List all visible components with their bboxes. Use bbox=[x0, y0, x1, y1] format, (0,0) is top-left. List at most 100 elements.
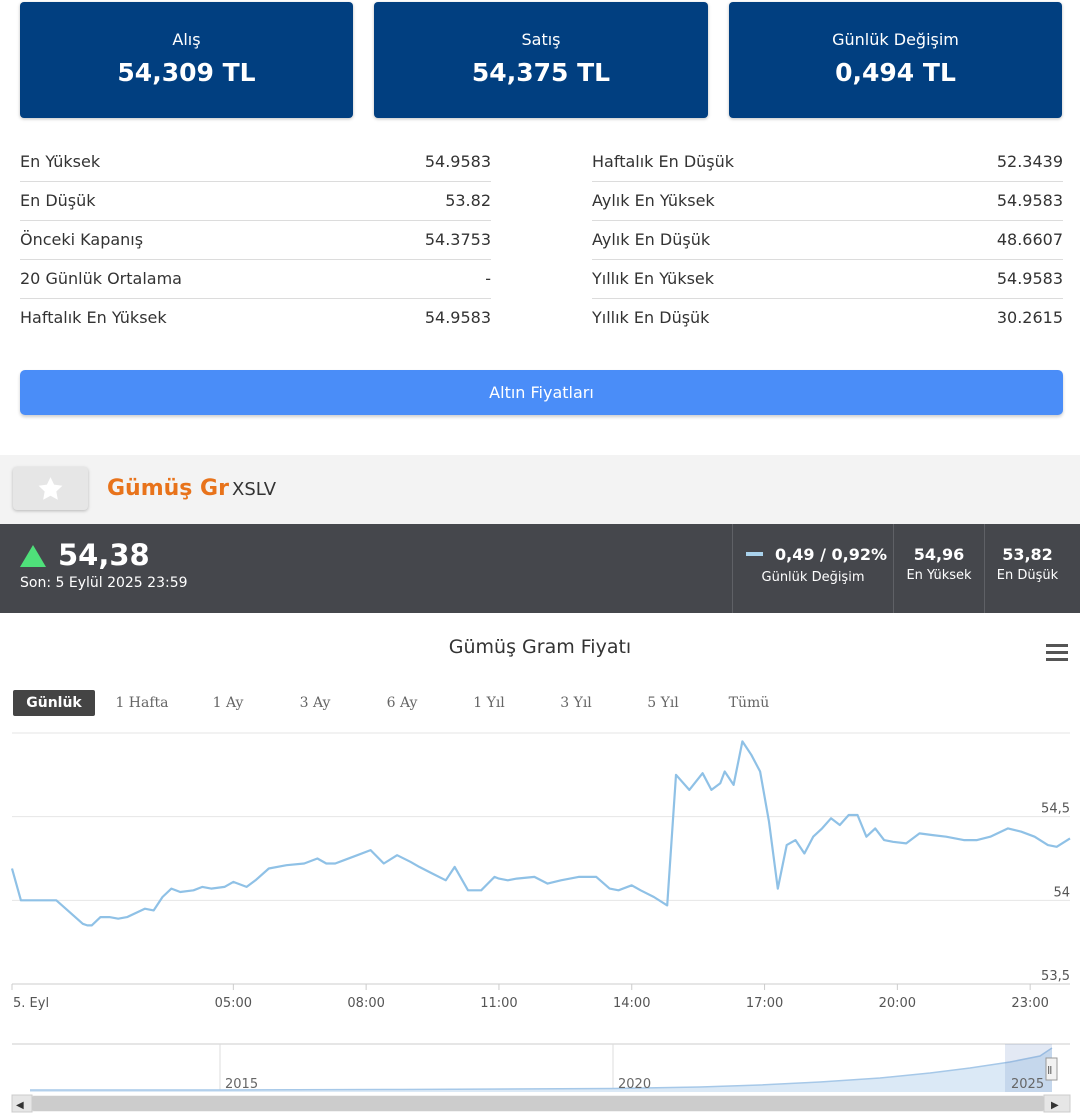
stat-label: Yıllık En Yüksek bbox=[592, 269, 715, 288]
y-tick-label: 54 bbox=[1053, 885, 1070, 900]
stat-value: 54.9583 bbox=[424, 308, 491, 327]
stat-row: Haftalık En Düşük 52.3439 bbox=[592, 143, 1063, 182]
day-low-box: 53,82 En Düşük bbox=[985, 545, 1070, 583]
sell-value: 54,375 TL bbox=[471, 58, 611, 87]
stat-row: Haftalık En Yüksek 54.9583 bbox=[20, 299, 491, 337]
range-button-1w[interactable]: 1 Hafta bbox=[115, 695, 169, 711]
stat-label: Aylık En Düşük bbox=[592, 230, 711, 249]
navigator-handle[interactable] bbox=[1045, 1057, 1058, 1081]
range-button-1y[interactable]: 1 Yıl bbox=[473, 695, 505, 711]
daily-change: 0,49 / 0,92% bbox=[775, 545, 887, 564]
arrow-up-icon bbox=[20, 545, 46, 567]
quote-separator bbox=[984, 524, 985, 613]
daily-change-caption: Günlük Değişim bbox=[761, 570, 865, 585]
scrollbar-thumb[interactable] bbox=[32, 1096, 1044, 1111]
scroll-left-button[interactable] bbox=[11, 1094, 33, 1113]
x-tick-label: 14:00 bbox=[613, 996, 650, 1011]
sell-label: Satış bbox=[521, 30, 561, 49]
x-tick-label: 5. Eyl bbox=[13, 996, 49, 1011]
quote-separator bbox=[732, 524, 733, 613]
stat-label: 20 Günlük Ortalama bbox=[20, 269, 182, 288]
stat-value: 30.2615 bbox=[996, 308, 1063, 327]
quote-separator bbox=[893, 524, 894, 613]
chevron-right-icon: ▶ bbox=[1051, 1100, 1059, 1111]
navigator-label: 2020 bbox=[618, 1077, 651, 1092]
buy-value: 54,309 TL bbox=[117, 58, 256, 87]
range-button-3m[interactable]: 3 Ay bbox=[299, 695, 331, 711]
stat-value: 54.3753 bbox=[424, 230, 491, 249]
day-high-caption: En Yüksek bbox=[906, 568, 972, 583]
chevron-left-icon: ◀ bbox=[16, 1100, 24, 1111]
stat-value: - bbox=[485, 269, 491, 288]
x-tick-label: 23:00 bbox=[1011, 996, 1048, 1011]
stat-label: Haftalık En Yüksek bbox=[20, 308, 167, 327]
stat-label: Önceki Kapanış bbox=[20, 230, 144, 249]
x-tick-label: 20:00 bbox=[879, 996, 916, 1011]
range-button-daily[interactable]: Günlük bbox=[13, 690, 95, 716]
range-button-all[interactable]: Tümü bbox=[728, 695, 770, 711]
y-tick-label: 53,5 bbox=[1041, 969, 1070, 984]
navigator-line bbox=[30, 1047, 1053, 1091]
x-tick-label: 08:00 bbox=[347, 996, 384, 1011]
chart-title: Gümüş Gram Fiyatı bbox=[448, 636, 632, 658]
asset-code: XSLV bbox=[232, 479, 277, 500]
daily-change-label: Günlük Değişim bbox=[832, 30, 959, 49]
last-update: Son: 5 Eylül 2025 23:59 bbox=[20, 575, 188, 591]
x-tick-label: 11:00 bbox=[480, 996, 517, 1011]
stat-row: Önceki Kapanış 54.3753 bbox=[20, 221, 491, 260]
daily-change-caption-box: Günlük Değişim bbox=[733, 570, 893, 585]
stat-value: 54.9583 bbox=[996, 269, 1063, 288]
stat-row: 20 Günlük Ortalama - bbox=[20, 260, 491, 299]
stat-row: Yıllık En Yüksek 54.9583 bbox=[592, 260, 1063, 299]
stat-label: Yıllık En Düşük bbox=[592, 308, 710, 327]
stat-label: En Yüksek bbox=[20, 152, 101, 171]
navigator-label: 2025 bbox=[1011, 1077, 1044, 1092]
stat-row: Yıllık En Düşük 30.2615 bbox=[592, 299, 1063, 337]
daily-change-value: 0,494 TL bbox=[835, 58, 956, 87]
stat-value: 54.9583 bbox=[424, 152, 491, 171]
chart-navigator[interactable]: 2015 2020 2025 Ⅱ ◀ ▶ bbox=[0, 1040, 1080, 1114]
stat-value: 54.9583 bbox=[996, 191, 1063, 210]
neutral-dash-icon bbox=[746, 552, 763, 556]
navigator-label: 2015 bbox=[225, 1077, 258, 1092]
stat-row: En Yüksek 54.9583 bbox=[20, 143, 491, 182]
stat-value: 52.3439 bbox=[996, 152, 1063, 171]
gold-prices-button[interactable]: Altın Fiyatları bbox=[20, 370, 1063, 415]
scroll-right-button[interactable] bbox=[1043, 1094, 1071, 1113]
stat-row: Aylık En Düşük 48.6607 bbox=[592, 221, 1063, 260]
navigator-handle-grip-icon: Ⅱ bbox=[1047, 1064, 1052, 1077]
quote-bar bbox=[0, 524, 1080, 613]
range-button-6m[interactable]: 6 Ay bbox=[386, 695, 418, 711]
stat-label: Aylık En Yüksek bbox=[592, 191, 715, 210]
sell-price-card: Satış 54,375 TL bbox=[374, 2, 708, 118]
stat-value: 48.6607 bbox=[996, 230, 1063, 249]
stat-label: Haftalık En Düşük bbox=[592, 152, 735, 171]
price-line-chart[interactable]: 53,5 54 54,5 5. Eyl 05:00 08:00 11:00 14:00 17:0… bbox=[0, 720, 1080, 1020]
day-low: 53,82 bbox=[1002, 545, 1053, 564]
x-tick-label: 17:00 bbox=[746, 996, 783, 1011]
price-series-line bbox=[10, 740, 1071, 927]
navigator-area bbox=[30, 1048, 1052, 1092]
daily-change-card: Günlük Değişim 0,494 TL bbox=[729, 2, 1062, 118]
y-tick-label: 54,5 bbox=[1041, 802, 1070, 817]
favorite-button[interactable] bbox=[13, 467, 88, 510]
buy-price-card: Alış 54,309 TL bbox=[20, 2, 353, 118]
day-high: 54,96 bbox=[913, 545, 965, 564]
stat-row: Aylık En Yüksek 54.9583 bbox=[592, 182, 1063, 221]
star-icon bbox=[38, 477, 63, 500]
current-price: 54,38 bbox=[58, 538, 150, 572]
navigator-selection[interactable] bbox=[1005, 1044, 1052, 1092]
stats-left-column: En Yüksek 54.9583 En Düşük 53.82 Önceki … bbox=[20, 143, 491, 337]
range-button-1m[interactable]: 1 Ay bbox=[212, 695, 244, 711]
day-low-caption: En Düşük bbox=[996, 568, 1059, 583]
range-button-5y[interactable]: 5 Yıl bbox=[647, 695, 679, 711]
buy-label: Alış bbox=[172, 30, 201, 49]
hamburger-menu-icon[interactable] bbox=[1046, 644, 1068, 662]
section-divider bbox=[0, 455, 1080, 524]
stat-value: 53.82 bbox=[445, 191, 491, 210]
price-summary-panel: Alış 54,309 TL Satış 54,375 TL Günlük De… bbox=[0, 0, 1080, 455]
daily-change-box: 0,49 / 0,92% bbox=[770, 545, 892, 564]
stat-label: En Düşük bbox=[20, 191, 96, 210]
range-button-3y[interactable]: 3 Yıl bbox=[560, 695, 592, 711]
stats-right-column: Haftalık En Düşük 52.3439 Aylık En Yükse… bbox=[592, 143, 1063, 337]
